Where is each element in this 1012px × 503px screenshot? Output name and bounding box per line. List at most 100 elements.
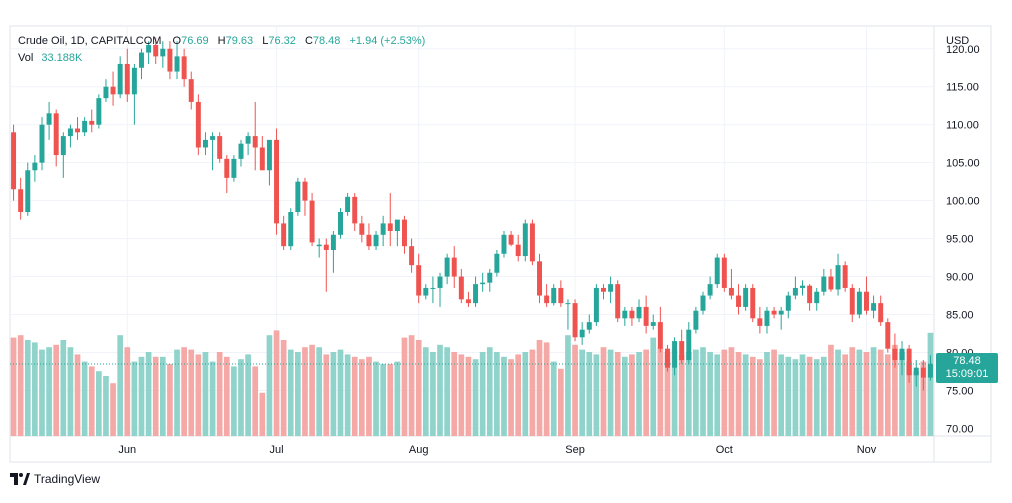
- candle-body: [366, 234, 372, 247]
- tradingview-logo-icon: [10, 473, 30, 485]
- volume-bar: [501, 356, 507, 436]
- volume-bar: [96, 371, 102, 436]
- candle-body: [217, 136, 223, 159]
- volume-bar: [380, 364, 386, 436]
- candle-body: [444, 257, 450, 277]
- volume-bar: [742, 354, 749, 436]
- price-tick-label: 110.00: [946, 120, 979, 132]
- volume-bar: [607, 349, 614, 436]
- candle-body: [67, 128, 73, 137]
- volume-bar: [252, 366, 259, 436]
- volume-bar: [785, 356, 792, 436]
- volume-bar: [231, 366, 237, 436]
- volume-bar: [621, 356, 628, 436]
- volume-bar: [636, 352, 642, 436]
- candle-body: [529, 223, 535, 262]
- close-label: C: [304, 35, 313, 47]
- volume-bar: [451, 352, 458, 436]
- volume-bar: [401, 337, 408, 436]
- candle-body: [259, 147, 265, 171]
- volume-bar: [373, 361, 379, 436]
- volume-bar: [351, 356, 358, 436]
- candle-body: [117, 63, 123, 95]
- volume-bar: [195, 354, 202, 436]
- volume-bar: [757, 359, 763, 436]
- volume-bar: [32, 342, 38, 436]
- candle-body: [750, 287, 756, 319]
- candle-body: [871, 303, 877, 311]
- volume-bar: [771, 349, 777, 436]
- time-tick-label: Sep: [565, 444, 585, 456]
- volume-bar: [565, 335, 571, 436]
- candle-body: [721, 257, 727, 288]
- candle-body: [359, 223, 365, 235]
- volume-bar: [152, 356, 159, 436]
- volume-bar: [508, 359, 514, 436]
- candle-body: [11, 132, 17, 190]
- candle-body: [856, 291, 862, 315]
- candle-body: [494, 253, 500, 273]
- volume-bar: [238, 359, 244, 436]
- volume-bar: [110, 383, 116, 436]
- candle-body: [622, 310, 628, 319]
- candle-body: [501, 234, 507, 254]
- candle-body: [821, 276, 827, 292]
- candle-body: [60, 136, 66, 156]
- candle-body: [32, 162, 38, 171]
- candle-body: [800, 285, 805, 288]
- volume-bar: [579, 349, 586, 436]
- volume-bar: [81, 361, 88, 436]
- volume-bar: [550, 361, 557, 436]
- time-tick-label: Oct: [716, 444, 733, 456]
- candle-body: [700, 295, 706, 311]
- candle-body: [46, 113, 52, 125]
- candle-body: [565, 303, 571, 305]
- volume-bar: [465, 356, 472, 436]
- candle-body: [686, 329, 692, 361]
- candle-body: [231, 158, 237, 178]
- volume-bar: [124, 347, 131, 436]
- candle-body: [245, 136, 251, 144]
- candle-body: [103, 86, 109, 99]
- volume-bar: [650, 337, 657, 436]
- candle-body: [743, 287, 749, 307]
- volume-bar: [586, 352, 593, 436]
- volume-bar: [721, 349, 728, 436]
- candle-body: [96, 98, 102, 125]
- candle-body: [416, 265, 422, 296]
- branding[interactable]: TradingView: [10, 472, 100, 486]
- volume-legend: Vol 33.188K: [18, 52, 84, 64]
- candle-body: [572, 303, 578, 338]
- candle-body: [785, 295, 791, 311]
- volume-bar: [117, 335, 124, 436]
- candle-body: [480, 282, 486, 285]
- candle-body: [458, 276, 464, 300]
- volume-bar: [280, 340, 287, 436]
- volume-bar: [53, 344, 60, 436]
- candle-body: [252, 136, 258, 148]
- candle-body: [899, 348, 905, 361]
- candle-body: [153, 44, 159, 57]
- candle-body: [352, 196, 358, 224]
- candle-body: [288, 212, 294, 247]
- volume-bar: [394, 361, 401, 436]
- volume-bar: [486, 347, 493, 436]
- volume-bar: [458, 354, 465, 436]
- candle-body: [927, 364, 933, 378]
- candle-body: [139, 52, 144, 68]
- candle-body: [636, 306, 642, 319]
- volume-bar: [664, 352, 671, 436]
- close-value: 78.48: [312, 35, 341, 47]
- open-value: 76.69: [181, 35, 209, 47]
- volume-bar: [10, 337, 17, 436]
- candle-body: [736, 295, 742, 307]
- candle-body: [266, 139, 272, 171]
- candle-body: [401, 219, 407, 247]
- price-tick-label: 90.00: [946, 272, 974, 284]
- price-tick-label: 105.00: [946, 158, 980, 170]
- volume-bar: [302, 347, 308, 436]
- time-tick-label: Jun: [118, 444, 136, 456]
- branding-text: TradingView: [34, 472, 101, 486]
